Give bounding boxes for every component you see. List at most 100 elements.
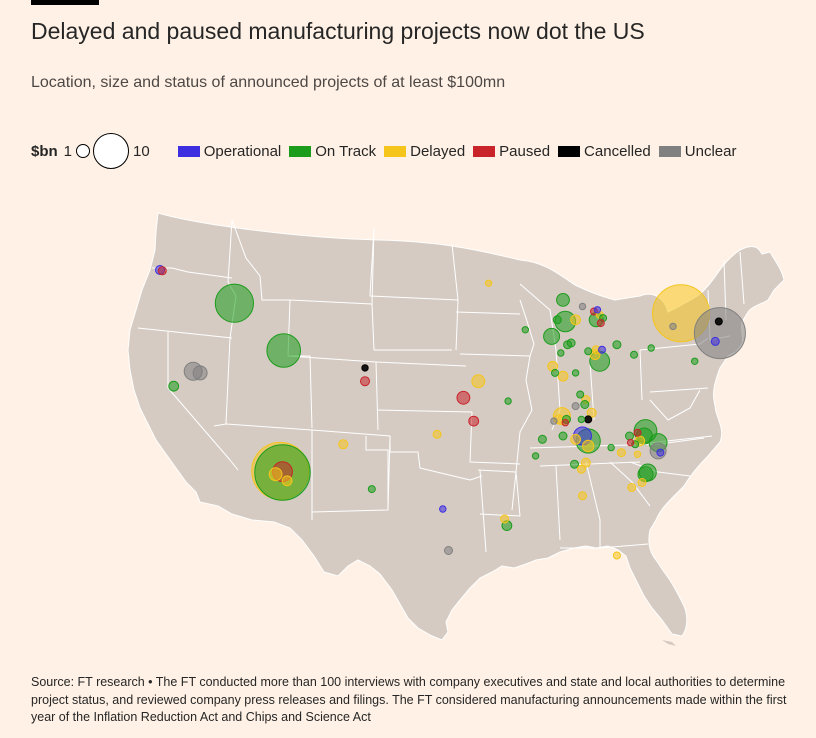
project-bubble-delayed[interactable]: [633, 450, 642, 458]
us-landmass: [127, 212, 785, 646]
project-bubble-delayed[interactable]: [471, 374, 486, 389]
border-mn-west: [451, 243, 459, 351]
project-bubble-ontrack[interactable]: [625, 431, 634, 441]
legend-size-small-circle: [76, 144, 91, 158]
project-bubble-cancelled[interactable]: [361, 364, 369, 372]
border-nm-tx: [311, 436, 389, 513]
project-bubble-ontrack[interactable]: [576, 390, 585, 399]
project-bubble-ontrack[interactable]: [571, 369, 580, 377]
project-bubble-ontrack[interactable]: [566, 338, 576, 348]
project-bubble-ontrack[interactable]: [612, 340, 622, 350]
project-bubble-operational[interactable]: [710, 336, 720, 346]
project-bubble-ontrack[interactable]: [521, 326, 529, 334]
project-bubble-operational[interactable]: [656, 448, 665, 457]
project-bubble-ontrack[interactable]: [630, 350, 638, 359]
legend-swatch-paused: [473, 145, 496, 157]
border-ar-la: [477, 469, 521, 517]
project-bubble-ontrack[interactable]: [607, 443, 615, 452]
project-bubble-ontrack[interactable]: [543, 327, 561, 345]
chart-subtitle: Location, size and status of announced p…: [31, 74, 506, 91]
project-bubble-unclear[interactable]: [444, 546, 453, 555]
project-bubble-unclear[interactable]: [693, 307, 746, 360]
border-ga-fl: [560, 543, 649, 549]
project-bubble-ontrack[interactable]: [577, 415, 586, 424]
project-bubble-paused[interactable]: [456, 390, 471, 405]
border-or-ca-nv-id: [137, 327, 233, 339]
project-bubble-paused[interactable]: [596, 319, 605, 328]
project-bubble-ontrack[interactable]: [691, 357, 699, 365]
project-bubble-paused[interactable]: [360, 376, 370, 387]
legend-item-unclear: Unclear: [658, 142, 737, 160]
project-bubble-delayed[interactable]: [586, 407, 597, 418]
legend: $bn 1 10 Operational On Track Delayed Pa…: [31, 133, 737, 169]
project-bubble-delayed[interactable]: [432, 429, 442, 439]
border-ok-tx: [389, 436, 483, 481]
project-bubble-delayed[interactable]: [637, 478, 647, 487]
project-bubble-unclear[interactable]: [192, 365, 208, 381]
legend-item-cancelled: Cancelled: [558, 143, 651, 160]
project-bubble-delayed[interactable]: [570, 314, 581, 326]
chart-title: Delayed and paused manufacturing project…: [31, 18, 645, 44]
project-bubble-delayed[interactable]: [612, 551, 621, 560]
legend-item-ontrack: On Track: [289, 143, 376, 160]
project-bubble-cancelled[interactable]: [584, 415, 593, 424]
project-bubble-ontrack[interactable]: [557, 349, 565, 357]
project-bubble-delayed[interactable]: [338, 439, 349, 450]
project-bubble-ontrack[interactable]: [537, 434, 547, 444]
project-bubble-operational[interactable]: [593, 306, 602, 314]
project-bubble-cancelled[interactable]: [714, 317, 723, 326]
border-al-ga: [585, 461, 601, 548]
project-bubble-delayed[interactable]: [582, 439, 595, 453]
border-id-mt: [231, 219, 290, 301]
project-bubble-ontrack[interactable]: [584, 347, 593, 356]
border-tx-la: [479, 469, 487, 553]
legend-swatch-delayed: [384, 145, 407, 157]
project-bubble-operational[interactable]: [439, 505, 447, 513]
project-bubble-unclear[interactable]: [669, 322, 677, 331]
legend-label-unclear: Unclear: [684, 142, 737, 160]
legend-label-operational: Operational: [203, 142, 282, 160]
project-bubble-delayed[interactable]: [281, 475, 293, 487]
project-bubble-ontrack[interactable]: [168, 380, 180, 392]
legend-swatch-cancelled: [558, 145, 581, 157]
project-bubble-ontrack[interactable]: [556, 293, 570, 307]
legend-swatch-ontrack: [289, 145, 312, 157]
border-ga-sc: [609, 461, 651, 507]
project-bubble-paused[interactable]: [626, 438, 635, 447]
project-bubble-ontrack[interactable]: [647, 344, 655, 352]
project-bubble-ontrack[interactable]: [580, 400, 590, 409]
project-bubble-ontrack[interactable]: [558, 431, 568, 441]
border-mo-ar: [469, 411, 521, 465]
project-bubble-delayed[interactable]: [484, 279, 493, 287]
project-bubble-ontrack[interactable]: [214, 283, 254, 323]
project-bubble-ontrack[interactable]: [552, 315, 562, 325]
project-bubble-delayed[interactable]: [268, 467, 283, 482]
project-bubble-unclear[interactable]: [550, 417, 558, 425]
project-bubble-unclear[interactable]: [571, 402, 580, 411]
border-ms-al: [555, 465, 561, 541]
project-bubble-delayed[interactable]: [570, 433, 581, 445]
project-bubble-delayed[interactable]: [578, 491, 587, 501]
project-bubble-operational[interactable]: [598, 345, 606, 354]
project-bubble-ontrack[interactable]: [551, 368, 559, 377]
project-bubble-delayed[interactable]: [616, 448, 626, 458]
project-bubble-delayed[interactable]: [500, 514, 510, 524]
project-bubble-paused[interactable]: [157, 266, 167, 276]
project-bubble-delayed[interactable]: [557, 370, 569, 382]
project-bubble-ontrack[interactable]: [367, 485, 376, 494]
project-bubble-delayed[interactable]: [576, 464, 586, 474]
project-bubble-paused[interactable]: [633, 428, 642, 437]
border-ca-nv: [167, 332, 239, 471]
project-bubble-unclear[interactable]: [578, 302, 587, 311]
legend-size-label: $bn: [31, 142, 58, 160]
project-bubble-paused[interactable]: [561, 419, 569, 427]
legend-label-ontrack: On Track: [315, 142, 377, 160]
project-bubble-delayed[interactable]: [627, 483, 637, 492]
project-bubble-delayed[interactable]: [580, 457, 591, 468]
project-bubble-ontrack[interactable]: [266, 333, 302, 368]
project-bubble-ontrack[interactable]: [570, 459, 579, 469]
project-bubble-ontrack[interactable]: [531, 452, 540, 460]
project-bubble-paused[interactable]: [468, 415, 480, 427]
project-bubble-ontrack[interactable]: [504, 397, 512, 405]
